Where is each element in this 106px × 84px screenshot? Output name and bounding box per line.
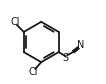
Text: Cl: Cl [10, 17, 20, 27]
Text: N: N [77, 40, 84, 50]
Text: S: S [63, 53, 69, 63]
Text: Cl: Cl [29, 67, 38, 77]
